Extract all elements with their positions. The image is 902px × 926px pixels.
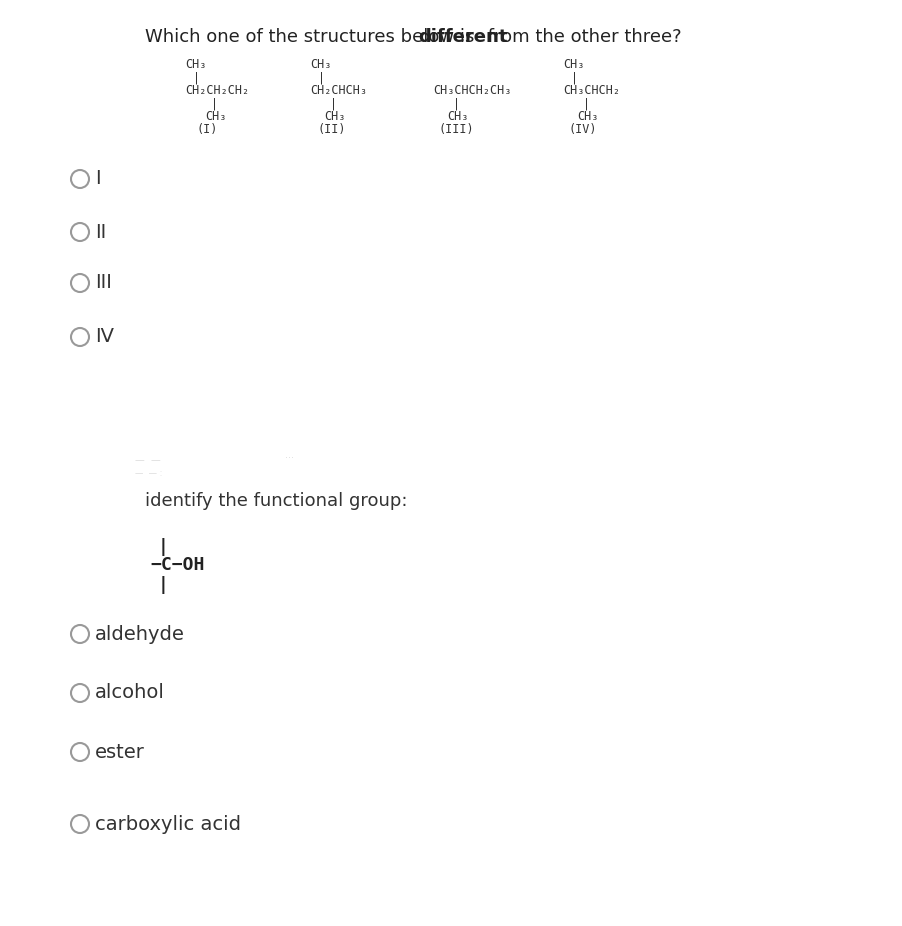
- Text: II: II: [95, 222, 106, 242]
- Text: ester: ester: [95, 743, 144, 761]
- Text: aldehyde: aldehyde: [95, 624, 185, 644]
- Text: from the other three?: from the other three?: [482, 28, 681, 46]
- Text: CH₃: CH₃: [324, 110, 345, 123]
- Text: CH₃: CH₃: [562, 58, 584, 71]
- Text: —  —: — —: [135, 455, 161, 465]
- Text: —  — :: — — :: [135, 469, 162, 479]
- Text: |: |: [193, 71, 200, 84]
- Text: |: |: [318, 71, 325, 84]
- Text: |: |: [329, 97, 336, 110]
- Text: III: III: [95, 273, 112, 293]
- Text: CH₃: CH₃: [309, 58, 331, 71]
- Text: CH₃: CH₃: [576, 110, 598, 123]
- Text: (IV): (IV): [568, 123, 597, 136]
- Text: identify the functional group:: identify the functional group:: [145, 492, 407, 510]
- Text: |: |: [583, 97, 590, 110]
- Text: CH₂CH₂CH₂: CH₂CH₂CH₂: [185, 84, 249, 97]
- Text: CH₃: CH₃: [185, 58, 207, 71]
- Text: (II): (II): [318, 123, 346, 136]
- Text: IV: IV: [95, 328, 114, 346]
- Text: CH₃CHCH₂: CH₃CHCH₂: [562, 84, 620, 97]
- Text: CH₃: CH₃: [205, 110, 226, 123]
- Text: (III): (III): [438, 123, 474, 136]
- Text: |: |: [453, 97, 460, 110]
- Text: |: |: [158, 576, 169, 594]
- Text: −C−OH: −C−OH: [150, 556, 204, 574]
- Text: |: |: [570, 71, 577, 84]
- Text: I: I: [95, 169, 100, 189]
- Text: different: different: [418, 28, 507, 46]
- Text: (I): (I): [197, 123, 218, 136]
- Text: alcohol: alcohol: [95, 683, 165, 703]
- Text: |: |: [158, 538, 169, 556]
- Text: CH₃CHCH₂CH₃: CH₃CHCH₂CH₃: [433, 84, 511, 97]
- Text: ···: ···: [285, 453, 294, 463]
- Text: CH₃: CH₃: [446, 110, 468, 123]
- Text: CH₂CHCH₃: CH₂CHCH₃: [309, 84, 366, 97]
- Text: Which one of the structures below is: Which one of the structures below is: [145, 28, 480, 46]
- Text: |: |: [211, 97, 218, 110]
- Text: carboxylic acid: carboxylic acid: [95, 815, 241, 833]
